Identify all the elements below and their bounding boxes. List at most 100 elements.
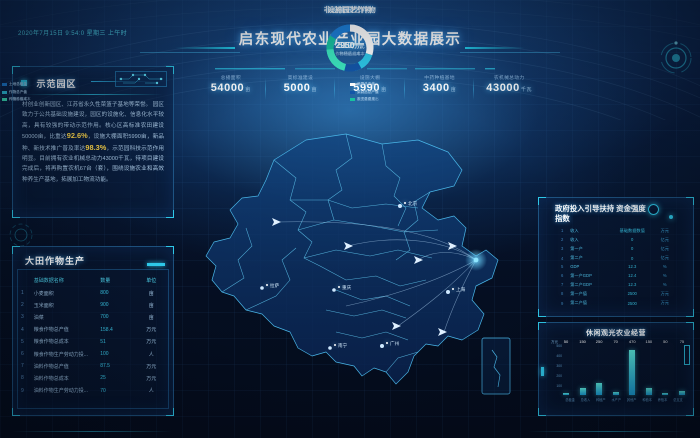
row-value: 158.4 <box>100 326 113 333</box>
y-tick: 300 <box>556 364 562 368</box>
legend-item[interactable]: 作物种植成本 <box>2 97 350 102</box>
table-header-name: 基础数据名称 <box>33 278 64 284</box>
table-row[interactable]: 9 第二产值 2500 万元 <box>555 299 679 308</box>
row-unit: 人 <box>148 351 154 358</box>
bar-item[interactable]: 50 <box>563 339 569 395</box>
row-unit: 万元 <box>660 290 669 296</box>
government-funding-panel: 政府投入引导扶持 资金强度指数 1 收入 基础数据数值 万元 2 收入 0 亿元… <box>538 197 694 317</box>
row-value: 12.3 <box>628 264 637 270</box>
bar-chart-plot: 50 150 250 70 470 150 50 75 <box>563 339 685 395</box>
row-value: 0 <box>631 255 634 261</box>
legend-item[interactable]: 土地总租金 <box>2 82 350 87</box>
china-map-svg <box>205 133 511 395</box>
row-value: 基础数据数值 <box>619 227 645 233</box>
row-unit: 万元 <box>146 375 157 382</box>
row-index: 8 <box>21 375 24 382</box>
donut-right-caption: 作物种植总成本 <box>335 50 365 56</box>
intro-highlight-2: 98.3% <box>85 142 107 152</box>
field-crop-table[interactable]: 基础数据名称 数量 单位 1 小麦面积 800 亩 2 玉米面积 900 亩 <box>20 274 166 397</box>
row-name: 玉米面积 <box>33 302 54 309</box>
bar-item[interactable]: 150 <box>579 339 586 395</box>
row-name: 第一产 <box>570 245 583 251</box>
table-row[interactable]: 1 小麦面积 800 亩 <box>20 287 166 299</box>
table-row[interactable]: 6 第一产GDP 12.4 % <box>555 271 679 280</box>
x-tick: 总租金 <box>565 398 575 402</box>
table-row[interactable]: 8 第一产值 2500 万元 <box>555 289 679 298</box>
table-row[interactable]: 7 第二产GDP 12.3 % <box>555 280 679 289</box>
row-name: 第二产 <box>570 255 583 261</box>
donut-right-center: 2950万元 作物种植总成本 <box>322 20 378 76</box>
x-tick: 水产产 <box>611 398 622 402</box>
field-crop-table-title: 大田作物生产 <box>25 256 86 266</box>
row-value: 800 <box>100 290 109 297</box>
table-row[interactable]: 9 油料作物生产劳动力投... 70 人 <box>20 385 166 397</box>
row-value: 87.5 <box>100 363 110 370</box>
row-index: 6 <box>21 351 24 358</box>
stat-label: 中药种植基地 <box>424 76 455 81</box>
row-index: 7 <box>21 363 24 370</box>
table-row[interactable]: 1 收入 基础数据数值 万元 <box>555 226 679 235</box>
table-row[interactable]: 2 收入 0 亿元 <box>555 235 679 244</box>
stat-label: 农机械总动力 <box>493 76 525 81</box>
row-index: 1 <box>560 228 564 234</box>
row-unit: 万元 <box>146 339 157 346</box>
bar-value-label: 150 <box>645 339 653 344</box>
row-unit: % <box>662 282 667 288</box>
bar-chart-y-axis: 500 400 300 200 100 <box>548 344 562 395</box>
row-value: 700 <box>100 314 109 321</box>
bar-item[interactable]: 250 <box>596 339 602 395</box>
table-row[interactable]: 8 油料作物总成本 25 万元 <box>20 372 166 384</box>
bar-item[interactable]: 150 <box>645 339 652 395</box>
map-city-label: 南宁 <box>334 343 347 349</box>
legend-item[interactable]: 用工总费用 <box>350 97 698 102</box>
x-tick: 种植本 <box>642 398 652 402</box>
header-line-left <box>140 52 240 53</box>
title-rule-left <box>175 47 235 49</box>
table-row[interactable]: 5 粮食作物总成本 51 万元 <box>20 336 166 348</box>
bar-item[interactable]: 75 <box>678 339 685 395</box>
row-index: 7 <box>560 282 564 288</box>
row-unit: 亩 <box>148 302 154 309</box>
row-index: 2 <box>560 237 564 243</box>
table-row[interactable]: 2 玉米面积 900 亩 <box>20 299 166 311</box>
row-name: 油料作物生产劳动力投... <box>33 388 88 395</box>
row-value: 12.4 <box>628 273 637 279</box>
row-unit: 亿元 <box>660 255 669 261</box>
legend-item[interactable]: 菜制品总产值 <box>350 90 698 95</box>
china-map[interactable]: 北京 拉萨 重庆 上海 南宁 广州 <box>186 100 556 420</box>
row-name: 油料作物总产值 <box>33 363 69 370</box>
row-index: 8 <box>560 291 564 297</box>
donut-right-chart[interactable]: 2950万元 作物种植总成本 <box>322 20 378 76</box>
legend-item[interactable]: 作物总产值 <box>2 90 350 95</box>
legend-item[interactable]: 蔬果总产值 <box>350 82 698 87</box>
bar-value-label: 470 <box>628 339 636 344</box>
ring-decoration-icon <box>648 204 659 215</box>
y-tick: 500 <box>556 344 562 348</box>
row-index: 2 <box>21 302 24 309</box>
table-row[interactable]: 5 GDP 12.3 % <box>555 263 679 271</box>
row-value: 900 <box>100 302 109 309</box>
row-index: 5 <box>21 338 24 345</box>
government-funding-table[interactable]: 1 收入 基础数据数值 万元 2 收入 0 亿元 3 第一产 0 亿元 <box>555 226 679 308</box>
bar-value-label: 70 <box>613 339 618 344</box>
row-value: 0 <box>631 237 634 243</box>
row-index: 4 <box>21 326 24 333</box>
table-row[interactable]: 4 第二产 0 亿元 <box>555 254 679 263</box>
y-tick: 100 <box>556 384 562 388</box>
field-crop-table-panel: 大田作物生产 基础数据名称 数量 单位 1 小麦面积 800 亩 <box>12 246 174 416</box>
table-row[interactable]: 3 第一产 0 亿元 <box>555 244 679 253</box>
map-city-label: 上海 <box>452 287 465 293</box>
table-row[interactable]: 6 粮食作物生产劳动力投... 100 人 <box>20 348 166 360</box>
bar-chart-title: 休闲观光农业经营 <box>586 330 646 337</box>
table-row[interactable]: 3 油菜 700 亩 <box>20 311 166 323</box>
row-name: 粮食作物总成本 <box>33 339 69 346</box>
table-row[interactable]: 4 粮食作物总产值 158.4 万元 <box>20 324 166 336</box>
bar-item[interactable]: 50 <box>662 339 669 395</box>
x-tick: 种植产 <box>596 398 606 402</box>
row-index: 6 <box>560 273 564 279</box>
table-row[interactable]: 7 油料作物总产值 87.5 万元 <box>20 360 166 372</box>
table-header-row: 基础数据名称 数量 单位 <box>20 274 166 287</box>
bar-item[interactable]: 470 <box>629 339 636 395</box>
bar-item[interactable]: 70 <box>612 339 619 395</box>
